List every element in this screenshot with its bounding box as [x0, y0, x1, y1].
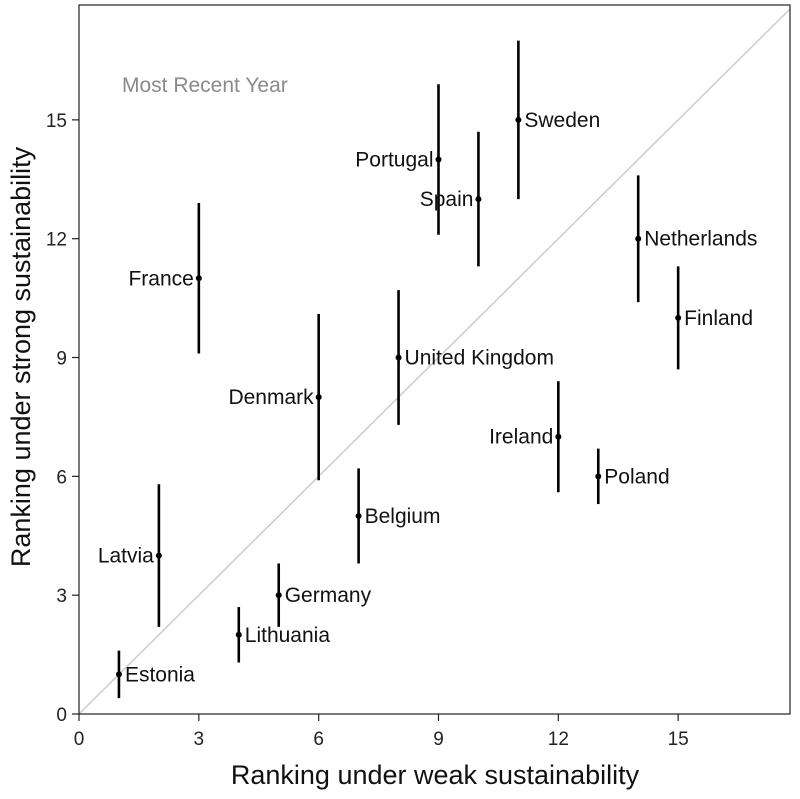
y-tick-label: 0: [56, 705, 67, 726]
point-label: Sweden: [524, 109, 600, 132]
x-tick-label: 15: [668, 729, 689, 750]
plot-area: 0 3 6 9 12 15 0 3 6 9 12 15 Estonia Latvia France Lithu…: [46, 4, 791, 750]
point-label: Lithuania: [245, 624, 331, 647]
data-point: [635, 235, 642, 242]
x-tick-label: 12: [548, 729, 569, 750]
data-point: [155, 552, 162, 559]
x-axis-title: Ranking under weak sustainability: [231, 760, 640, 790]
point-label: Denmark: [228, 386, 314, 409]
plot-frame: [78, 4, 791, 715]
data-point: [515, 116, 522, 123]
x-tick-label: 3: [194, 729, 205, 750]
point-label: Estonia: [125, 663, 195, 686]
data-point: [235, 631, 242, 638]
y-tick-label: 15: [46, 111, 67, 132]
x-tick-label: 0: [74, 729, 85, 750]
x-tick-label: 6: [313, 729, 324, 750]
data-point: [195, 275, 202, 282]
data-point: [475, 196, 482, 203]
chart-annotation: Most Recent Year: [122, 74, 288, 97]
point-label: United Kingdom: [405, 347, 554, 370]
y-tick-label: 3: [56, 586, 67, 607]
data-point: [395, 354, 402, 361]
y-tick-label: 12: [46, 230, 67, 251]
point-label: Belgium: [365, 505, 441, 528]
y-tick-label: 6: [56, 467, 67, 488]
point-label: Portugal: [355, 148, 433, 171]
data-point: [435, 156, 442, 163]
point-label: France: [128, 267, 193, 290]
x-tick-label: 9: [433, 729, 444, 750]
data-point: [115, 671, 122, 678]
data-point: [275, 592, 282, 599]
y-axis-title: Ranking under strong sustainability: [6, 146, 36, 567]
point-label: Germany: [285, 584, 372, 607]
data-point: [315, 394, 322, 401]
point-label: Latvia: [98, 545, 154, 568]
point-label: Finland: [684, 307, 753, 330]
diagonal-reference-line: [78, 8, 791, 715]
point-label: Spain: [420, 188, 474, 211]
y-tick-label: 9: [56, 349, 67, 370]
data-point: [595, 473, 602, 480]
data-point: [675, 314, 682, 321]
point-label: Poland: [604, 465, 669, 488]
point-label: Netherlands: [644, 228, 757, 251]
point-label: Ireland: [489, 426, 553, 449]
data-point: [355, 512, 362, 519]
data-point: [555, 433, 562, 440]
